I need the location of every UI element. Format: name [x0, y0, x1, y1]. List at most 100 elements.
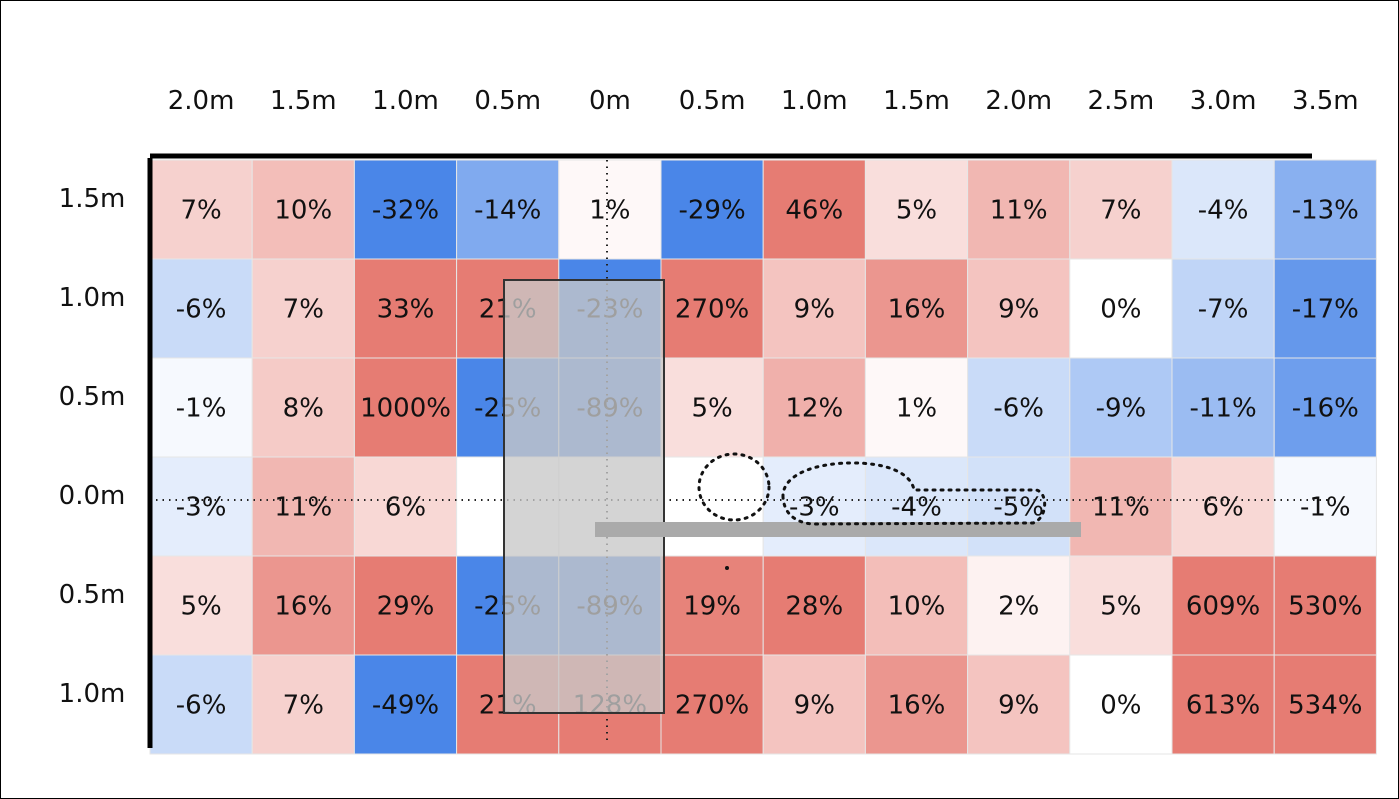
heatmap-cell	[660, 159, 764, 260]
x-tick-label: 1.0m	[780, 86, 848, 116]
x-tick-label: 2.0m	[167, 86, 235, 116]
heatmap-cell	[660, 357, 764, 458]
cell-value-label: -1%	[176, 394, 227, 424]
cell-value-label: 5%	[896, 196, 937, 226]
x-tick-label: 1.5m	[269, 86, 337, 116]
heatmap-cell	[967, 357, 1071, 458]
x-tick-label: 2.0m	[985, 86, 1053, 116]
x-tick-label: 2.5m	[1087, 86, 1155, 116]
cell-value-label: 19%	[683, 592, 741, 622]
heatmap-cell	[149, 654, 253, 755]
cell-value-label: 12%	[785, 394, 843, 424]
heatmap-cell	[660, 456, 764, 557]
y-tick-label: 1.5m	[58, 183, 126, 214]
heatmap-cell	[1171, 258, 1275, 359]
heatmap-cell	[251, 456, 355, 557]
heatmap-cell	[149, 357, 253, 458]
heatmap-cell	[967, 159, 1071, 260]
cell-value-label: 28%	[785, 592, 843, 622]
cell-value-label: -6%	[176, 691, 227, 721]
cell-value-label: 9%	[794, 691, 835, 721]
cell-value-label: 46%	[785, 196, 843, 226]
x-tick-label: 3.5m	[1291, 86, 1359, 116]
cell-value-label: 270%	[675, 691, 749, 721]
cell-value-label: -5%	[993, 493, 1044, 523]
heatmap-cell	[967, 258, 1071, 359]
heatmap-cell	[1069, 159, 1173, 260]
heatmap-cell	[1273, 258, 1377, 359]
cell-value-label: -3%	[789, 493, 840, 523]
heatmap-cell	[864, 456, 969, 557]
heatmap-cell	[1273, 456, 1377, 557]
heatmap-cell	[1171, 456, 1275, 557]
heatmap-cell	[1069, 258, 1173, 359]
cell-value-label: 16%	[888, 295, 946, 325]
cell-value-label: -9%	[1096, 394, 1147, 424]
cell-value-label: 613%	[1186, 691, 1260, 721]
heatmap-cell	[1273, 357, 1377, 458]
heatmap-cell	[967, 555, 1071, 656]
cell-value-label: 2%	[998, 592, 1039, 622]
heatmap-cell	[864, 555, 969, 656]
y-tick-label: 0.5m	[58, 381, 126, 412]
cell-value-label: 5%	[180, 592, 221, 622]
heatmap-cell	[149, 456, 253, 557]
heatmap-cell	[762, 159, 866, 260]
heatmap-cell	[251, 654, 355, 755]
heatmap-cell	[864, 654, 969, 755]
cell-value-label: -4%	[1198, 196, 1249, 226]
cell-value-label: -16%	[1292, 394, 1359, 424]
cell-value-label: -13%	[1292, 196, 1359, 226]
heatmap-cells: 7% 10% -32% -14% 1% -29% 46% 5% 11% 7% -4% -13% -6% 7…	[149, 159, 1377, 755]
cell-value-label: 9%	[998, 295, 1039, 325]
cell-value-label: -1%	[1300, 493, 1351, 523]
cell-value-label: 11%	[1092, 493, 1150, 523]
heatmap-cell	[353, 555, 458, 656]
heatmap-cell	[1273, 555, 1377, 656]
cell-value-label: 6%	[1202, 493, 1243, 523]
heatmap-cell	[251, 357, 355, 458]
cell-value-label: -6%	[176, 295, 227, 325]
cell-value-label: -6%	[993, 394, 1044, 424]
cell-value-label: 1%	[589, 196, 630, 226]
cell-value-label: 16%	[888, 691, 946, 721]
cell-value-label: 9%	[998, 691, 1039, 721]
heatmap-cell	[660, 654, 764, 755]
heatmap-cell	[149, 159, 253, 260]
gray-vertical-obstacle	[503, 279, 665, 714]
dotted-circle-marker	[697, 452, 771, 522]
gray-horizontal-bar	[595, 522, 1081, 537]
dotted-region-outline	[781, 461, 1047, 526]
heatmap-cell	[762, 357, 866, 458]
cell-value-label: 7%	[1100, 196, 1141, 226]
heatmap-cell	[251, 555, 355, 656]
cell-value-label: 16%	[274, 592, 332, 622]
cell-value-label: 11%	[274, 493, 332, 523]
x-tick-label: 0.5m	[474, 86, 542, 116]
heatmap-cell	[251, 159, 355, 260]
x-tick-label: 1.5m	[883, 86, 950, 116]
heatmap-cell	[1273, 159, 1377, 260]
heatmap-cell	[762, 555, 866, 656]
cell-value-label: 0%	[1100, 691, 1141, 721]
cell-value-label: 534%	[1288, 691, 1362, 721]
cell-value-label: -32%	[372, 196, 439, 226]
cell-value-label: 1000%	[360, 394, 451, 424]
cell-value-label: 10%	[274, 196, 332, 226]
heatmap-cell	[967, 654, 1071, 755]
cell-value-label: 0%	[1100, 295, 1141, 325]
cell-value-label: 7%	[283, 295, 324, 325]
x-tick-label: 3.0m	[1189, 86, 1257, 116]
y-tick-label: 0.0m	[58, 480, 126, 511]
x-tick-label: 0.5m	[678, 86, 746, 116]
cell-value-label: 6%	[385, 493, 426, 523]
cell-value-label: 33%	[377, 295, 435, 325]
cell-value-label: 1%	[896, 394, 937, 424]
heatmap-cell	[762, 654, 866, 755]
cell-value-label: 11%	[990, 196, 1048, 226]
x-tick-label: 0m	[588, 86, 631, 116]
heatmap-cell	[1069, 555, 1173, 656]
cell-value-label: 10%	[888, 592, 946, 622]
heatmap-cell	[353, 654, 458, 755]
cell-value-label: 609%	[1186, 592, 1260, 622]
